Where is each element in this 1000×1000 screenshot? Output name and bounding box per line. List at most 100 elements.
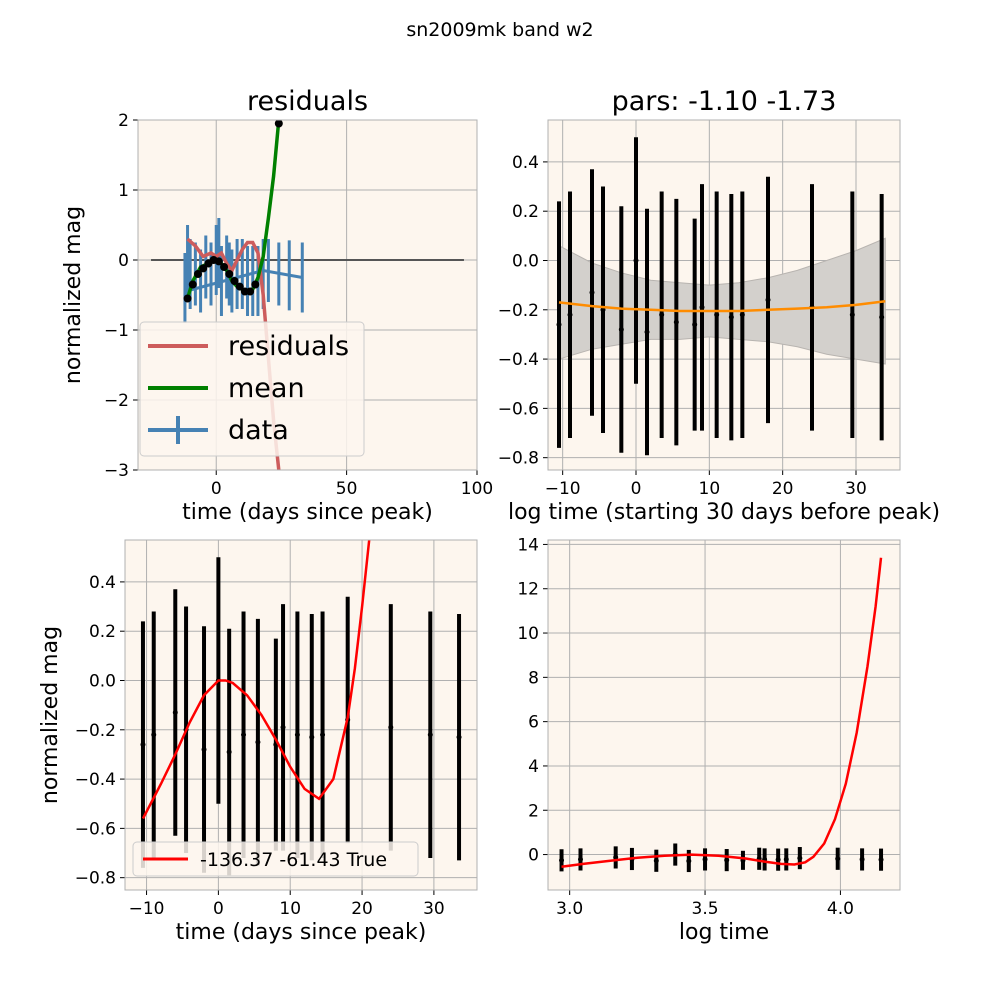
y-axis-label: normalized mag (38, 626, 63, 804)
data-point (765, 297, 771, 303)
panel-title: pars: -1.10 -1.73 (612, 86, 837, 117)
data-point (849, 312, 855, 318)
x-axis-label: time (days since peak) (182, 500, 433, 525)
y-tick-label: −0.4 (75, 770, 116, 790)
data-point (633, 257, 639, 263)
y-tick-label: 6 (528, 713, 539, 733)
data-point (255, 739, 261, 745)
y-tick-label: 12 (517, 580, 539, 600)
plot-frame (547, 119, 901, 471)
mean-point (251, 280, 260, 289)
y-tick-label: 0.4 (512, 153, 539, 173)
mean-point (199, 264, 208, 273)
data-point (559, 857, 565, 863)
x-tick-label: 10 (279, 899, 301, 919)
x-tick-label: 100 (461, 479, 493, 499)
data-point (589, 290, 595, 296)
fit-time-panel: −10 0 10 20 30 −0.8 −0.6 −0.4 −0.2 0.0 0.2 0.4 time … (38, 539, 478, 945)
x-axis-label: log time (starting 30 days before peak) (508, 500, 940, 525)
plot-frame (137, 119, 478, 471)
confidence-band (558, 237, 886, 365)
legend-label: -136.37 -61.43 True (200, 849, 387, 871)
data-point (673, 319, 679, 325)
plot-background (125, 540, 477, 890)
legend-frame (132, 841, 419, 877)
data-point (878, 857, 884, 863)
mean-point (220, 263, 229, 271)
y-tick-label: 14 (517, 535, 539, 555)
plot-area (559, 557, 884, 873)
x-tick-label: 20 (772, 479, 794, 499)
x-tick-label: 20 (351, 899, 373, 919)
plot-area (151, 120, 464, 470)
x-axis-label: log time (679, 920, 769, 945)
y-tick-label: 0.2 (89, 622, 116, 642)
y-tick-label: 2 (118, 111, 129, 131)
legend: residuals mean data (139, 321, 365, 457)
legend: -136.37 -61.43 True (132, 841, 419, 877)
fit-logtime-panel: 3.0 3.5 4.0 0 2 4 6 8 10 12 14 log time (517, 535, 901, 945)
fit-curve (561, 557, 883, 868)
data-point (226, 749, 232, 755)
y-tick-label: −0.4 (498, 350, 539, 370)
x-tick-label: 0 (631, 479, 642, 499)
mean-curve (558, 299, 886, 313)
data-point (294, 732, 300, 738)
data-point (859, 856, 865, 862)
data-point (556, 322, 562, 328)
data-point (320, 732, 326, 738)
mean-point (188, 280, 197, 289)
data-point (427, 732, 433, 738)
y-tick-label: 4 (528, 757, 539, 777)
mean-point (235, 282, 244, 291)
y-tick-label: 0.2 (512, 202, 539, 222)
y-tick-label: 0 (118, 251, 129, 271)
y-tick-label: −0.6 (498, 399, 539, 419)
plot-frame (547, 539, 901, 891)
legend-label: residuals (228, 331, 349, 362)
data-point (797, 855, 803, 861)
y-tick-label: −0.6 (75, 819, 116, 839)
mean-point (193, 270, 202, 278)
x-axis-label: time (days since peak) (176, 920, 427, 945)
data-point (151, 732, 157, 738)
data-point (775, 857, 781, 863)
data-point (728, 314, 734, 320)
y-tick-label: 2 (528, 801, 539, 821)
y-tick-label: −0.2 (75, 721, 116, 741)
legend-frame (139, 321, 365, 457)
data-point (241, 732, 247, 738)
y-tick-label: 0 (528, 846, 539, 866)
y-tick-label: 0.0 (89, 671, 116, 691)
mean-point (230, 277, 239, 285)
figure-title: sn2009mk band w2 (406, 19, 593, 41)
mean-point (246, 287, 255, 296)
data-point (686, 858, 692, 864)
data-point (724, 857, 730, 863)
y-tick-label: −3 (104, 461, 129, 481)
mean-point (183, 294, 192, 303)
x-tick-label: 4.0 (827, 899, 854, 919)
x-tick-label: 0 (213, 899, 224, 919)
data-point (783, 856, 789, 862)
data-point (388, 724, 394, 730)
x-tick-label: 10 (699, 479, 721, 499)
data-point (879, 314, 885, 320)
y-tick-label: 10 (517, 624, 539, 644)
x-tick-label: −10 (129, 899, 165, 919)
x-tick-label: 3.5 (692, 899, 719, 919)
panel-title: residuals (247, 86, 368, 117)
data-point (702, 856, 708, 862)
y-tick-label: 8 (528, 668, 539, 688)
data-point (140, 742, 146, 748)
data-point (714, 312, 720, 318)
y-tick-label: 0.0 (512, 251, 539, 271)
data-point (659, 312, 665, 318)
data-point (567, 312, 573, 318)
y-tick-label: 1 (118, 181, 129, 201)
y-tick-label: −1 (104, 321, 129, 341)
data-line (184, 268, 303, 293)
plot-frame (124, 539, 478, 891)
data-point (201, 747, 207, 753)
